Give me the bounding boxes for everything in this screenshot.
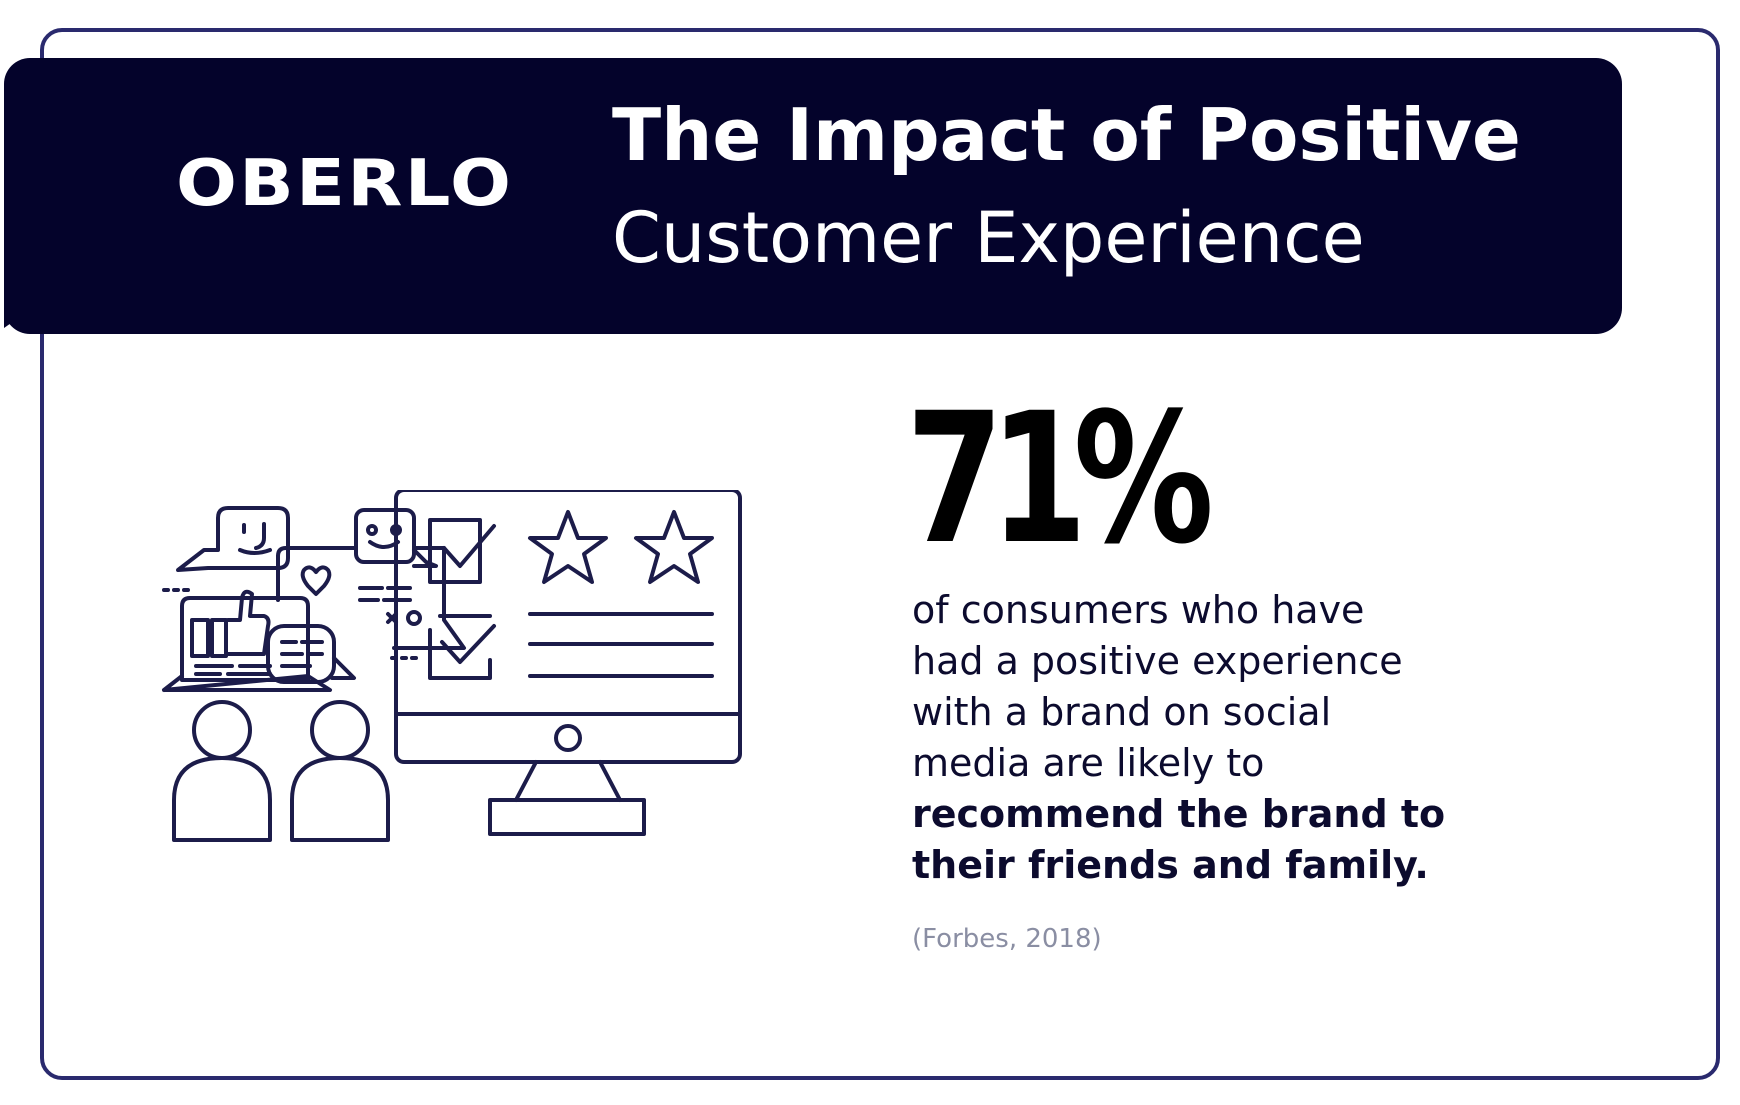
laptop-thumbs-up-icon xyxy=(162,589,332,692)
person-icon xyxy=(290,700,390,842)
description-line: with a brand on social xyxy=(912,690,1332,734)
oberlo-logo: OBERLO xyxy=(176,147,514,221)
description-line: media are likely to xyxy=(912,741,1265,785)
description-line: of consumers who have xyxy=(912,588,1365,632)
star-icon xyxy=(634,510,714,584)
chat-bubble-face-icon xyxy=(162,506,290,592)
emphasis-line: their friends and family. xyxy=(912,843,1429,887)
social-review-illustration xyxy=(162,490,742,842)
monitor-review-icon xyxy=(394,490,742,836)
source-citation: (Forbes, 2018) xyxy=(912,924,1102,954)
message-document-icon xyxy=(276,546,466,660)
person-icon xyxy=(172,700,272,842)
message-bubble-icon xyxy=(266,624,356,684)
heart-icon xyxy=(300,565,332,596)
page-title-line-1: The Impact of Positive xyxy=(612,93,1521,177)
emphasis-line: recommend the brand to xyxy=(912,792,1446,836)
checkbox-icon xyxy=(428,518,482,584)
stat-percentage: 71% xyxy=(906,375,1214,584)
page-title-line-2: Customer Experience xyxy=(612,197,1365,279)
description-line: had a positive experience xyxy=(912,639,1403,683)
stat-description: of consumers who have had a positive exp… xyxy=(912,585,1532,891)
header-banner xyxy=(4,58,1622,334)
star-icon xyxy=(528,510,608,584)
